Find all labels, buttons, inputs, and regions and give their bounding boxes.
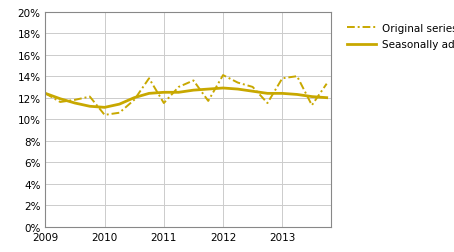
Seasonally adj. <box>280 92 285 96</box>
Seasonally adj. <box>309 96 315 99</box>
Original series <box>220 74 226 77</box>
Original series <box>294 75 300 78</box>
Original series <box>235 82 241 85</box>
Seasonally adj. <box>294 93 300 97</box>
Seasonally adj. <box>206 88 211 91</box>
Seasonally adj. <box>324 97 330 100</box>
Original series <box>58 101 63 104</box>
Original series <box>176 86 181 89</box>
Seasonally adj. <box>176 91 181 94</box>
Original series <box>43 92 48 96</box>
Original series <box>309 104 315 107</box>
Original series <box>280 78 285 81</box>
Legend: Original series, Seasonally adj.: Original series, Seasonally adj. <box>345 22 454 52</box>
Seasonally adj. <box>161 91 167 94</box>
Seasonally adj. <box>58 98 63 101</box>
Seasonally adj. <box>117 103 122 106</box>
Original series <box>206 100 211 103</box>
Original series <box>161 102 167 105</box>
Original series <box>324 83 330 86</box>
Seasonally adj. <box>191 89 196 92</box>
Seasonally adj. <box>220 87 226 90</box>
Original series <box>72 99 78 102</box>
Seasonally adj. <box>132 97 137 100</box>
Seasonally adj. <box>146 92 152 96</box>
Original series <box>191 80 196 83</box>
Seasonally adj. <box>235 88 241 91</box>
Line: Original series: Original series <box>45 76 327 115</box>
Original series <box>250 86 256 89</box>
Original series <box>102 114 107 117</box>
Seasonally adj. <box>87 105 93 108</box>
Seasonally adj. <box>250 90 256 93</box>
Line: Seasonally adj.: Seasonally adj. <box>45 89 327 108</box>
Original series <box>146 78 152 81</box>
Seasonally adj. <box>265 92 270 96</box>
Original series <box>117 112 122 115</box>
Seasonally adj. <box>72 102 78 105</box>
Original series <box>132 99 137 102</box>
Seasonally adj. <box>102 106 107 109</box>
Original series <box>87 96 93 99</box>
Seasonally adj. <box>43 92 48 96</box>
Original series <box>265 102 270 105</box>
